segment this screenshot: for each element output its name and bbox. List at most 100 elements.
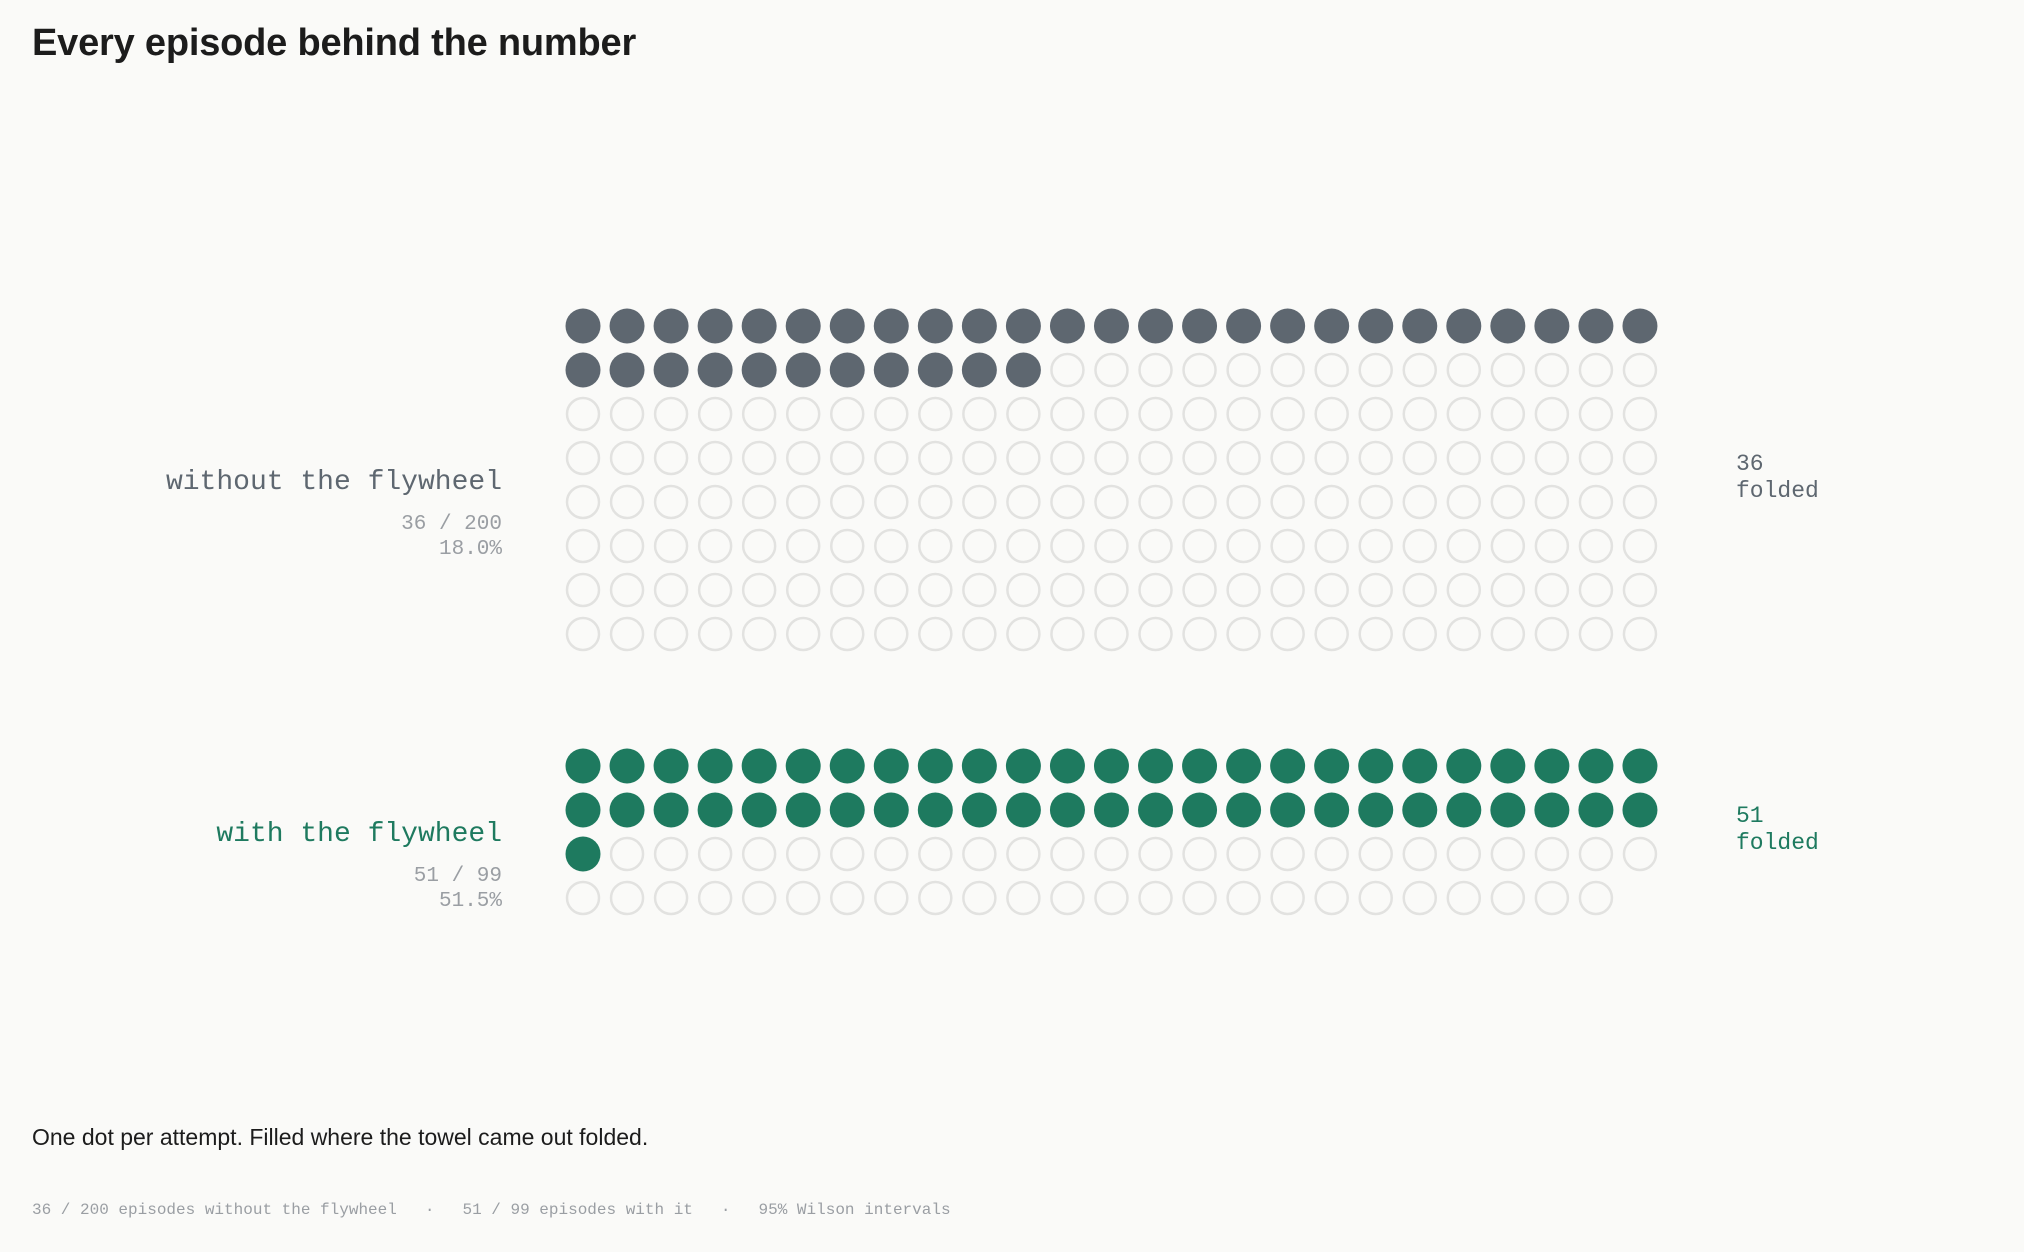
dot-folded bbox=[1402, 748, 1438, 784]
dot-folded bbox=[1446, 748, 1482, 784]
dot-not-folded bbox=[1490, 484, 1526, 520]
dot-not-folded bbox=[609, 440, 645, 476]
dot-not-folded bbox=[1314, 836, 1349, 872]
dot-not-folded bbox=[1226, 352, 1261, 388]
dot-folded bbox=[1402, 308, 1438, 344]
dot-not-folded bbox=[1314, 440, 1349, 476]
dot-folded bbox=[565, 308, 601, 344]
dot-not-folded bbox=[609, 396, 645, 432]
dot-not-folded bbox=[1622, 396, 1658, 432]
footnote-separator: · bbox=[720, 1201, 731, 1219]
side-count: 51 bbox=[1736, 803, 1764, 829]
dot-folded bbox=[1358, 792, 1394, 828]
dot-not-folded bbox=[1182, 836, 1217, 872]
dot-not-folded bbox=[1138, 352, 1173, 388]
dot-not-folded bbox=[1534, 572, 1570, 608]
dot-folded bbox=[609, 792, 645, 828]
dot-not-folded bbox=[1534, 352, 1570, 388]
dot-not-folded bbox=[565, 396, 601, 432]
dot-not-folded bbox=[697, 528, 733, 564]
dot-not-folded bbox=[1446, 572, 1482, 608]
dot-not-folded bbox=[1226, 572, 1261, 608]
dot-folded bbox=[741, 792, 777, 828]
dot-not-folded bbox=[653, 616, 689, 652]
dot-folded bbox=[1049, 792, 1085, 828]
group-label: with the flywheel bbox=[216, 819, 502, 850]
dot-not-folded bbox=[1534, 440, 1570, 476]
dot-not-folded bbox=[874, 484, 909, 520]
dot-folded bbox=[1005, 748, 1041, 784]
dot-folded bbox=[1005, 308, 1041, 344]
dot-folded bbox=[1622, 308, 1658, 344]
dot-folded bbox=[873, 352, 909, 388]
dot-not-folded bbox=[962, 396, 997, 432]
dot-not-folded bbox=[1578, 484, 1614, 520]
dot-not-folded bbox=[1622, 352, 1658, 388]
dot-not-folded bbox=[1358, 572, 1393, 608]
dot-not-folded bbox=[1138, 396, 1173, 432]
dot-not-folded bbox=[1446, 880, 1482, 916]
dot-not-folded bbox=[741, 484, 777, 520]
dot-not-folded bbox=[1446, 352, 1482, 388]
dot-not-folded bbox=[829, 572, 865, 608]
dot-not-folded bbox=[1578, 836, 1614, 872]
dot-folded bbox=[1182, 308, 1218, 344]
dot-folded bbox=[829, 352, 865, 388]
dot-folded bbox=[1622, 792, 1658, 828]
group-count: 51 / 99 bbox=[414, 865, 502, 888]
dot-not-folded bbox=[1006, 440, 1041, 476]
dot-not-folded bbox=[1138, 616, 1173, 652]
dot-not-folded bbox=[1446, 396, 1482, 432]
dot-folded bbox=[1402, 792, 1438, 828]
dot-not-folded bbox=[1534, 836, 1570, 872]
dot-folded bbox=[741, 308, 777, 344]
dot-not-folded bbox=[918, 440, 953, 476]
dot-not-folded bbox=[1446, 616, 1482, 652]
dot-folded bbox=[917, 748, 953, 784]
dot-not-folded bbox=[1050, 836, 1085, 872]
dot-folded bbox=[741, 352, 777, 388]
dot-not-folded bbox=[1050, 572, 1085, 608]
dot-not-folded bbox=[918, 836, 953, 872]
dot-not-folded bbox=[697, 396, 733, 432]
dot-not-folded bbox=[1006, 484, 1041, 520]
dot-not-folded bbox=[962, 572, 997, 608]
dot-not-folded bbox=[565, 440, 601, 476]
dot-not-folded bbox=[1358, 484, 1393, 520]
dot-not-folded bbox=[1314, 880, 1349, 916]
dot-not-folded bbox=[1094, 880, 1129, 916]
dot-not-folded bbox=[1622, 836, 1658, 872]
dot-folded bbox=[609, 308, 645, 344]
dot-not-folded bbox=[653, 440, 689, 476]
footnote-separator: · bbox=[424, 1201, 435, 1219]
dot-not-folded bbox=[1534, 880, 1570, 916]
dot-not-folded bbox=[1622, 440, 1658, 476]
dot-not-folded bbox=[1006, 528, 1041, 564]
dot-not-folded bbox=[874, 880, 909, 916]
dot-folded bbox=[829, 792, 865, 828]
dot-not-folded bbox=[1270, 616, 1305, 652]
dot-not-folded bbox=[1226, 836, 1261, 872]
dot-not-folded bbox=[1446, 528, 1482, 564]
dot-not-folded bbox=[697, 440, 733, 476]
dot-folded bbox=[697, 792, 733, 828]
dot-not-folded bbox=[918, 396, 953, 432]
dot-not-folded bbox=[741, 528, 777, 564]
dot-not-folded bbox=[1270, 572, 1305, 608]
dot-folded bbox=[653, 748, 689, 784]
dot-not-folded bbox=[565, 528, 601, 564]
dot-folded bbox=[653, 792, 689, 828]
dot-not-folded bbox=[1182, 572, 1217, 608]
dot-not-folded bbox=[565, 880, 601, 916]
dot-not-folded bbox=[785, 484, 821, 520]
dot-not-folded bbox=[1226, 396, 1261, 432]
dot-not-folded bbox=[1314, 484, 1349, 520]
dot-not-folded bbox=[1534, 484, 1570, 520]
dot-not-folded bbox=[874, 440, 909, 476]
dot-not-folded bbox=[1138, 528, 1173, 564]
dot-not-folded bbox=[785, 528, 821, 564]
dot-folded bbox=[565, 352, 601, 388]
dot-not-folded bbox=[1402, 528, 1438, 564]
dot-folded bbox=[565, 836, 601, 872]
dot-folded bbox=[961, 792, 997, 828]
